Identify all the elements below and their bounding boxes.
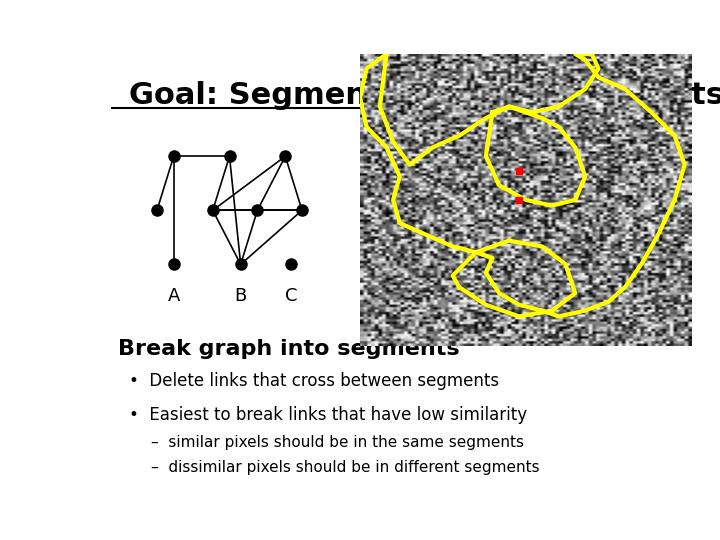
Text: A: A	[168, 287, 180, 305]
Text: Break graph into segments: Break graph into segments	[118, 339, 459, 359]
Text: •  Delete links that cross between segments: • Delete links that cross between segmen…	[129, 373, 499, 390]
Text: –  similar pixels should be in the same segments: – similar pixels should be in the same s…	[151, 435, 524, 450]
Text: B: B	[235, 287, 247, 305]
Text: Goal: Segmentation by Graph Cuts: Goal: Segmentation by Graph Cuts	[129, 82, 720, 111]
Text: •  Easiest to break links that have low similarity: • Easiest to break links that have low s…	[129, 406, 527, 424]
Text: C: C	[284, 287, 297, 305]
Text: –  dissimilar pixels should be in different segments: – dissimilar pixels should be in differe…	[151, 460, 540, 475]
